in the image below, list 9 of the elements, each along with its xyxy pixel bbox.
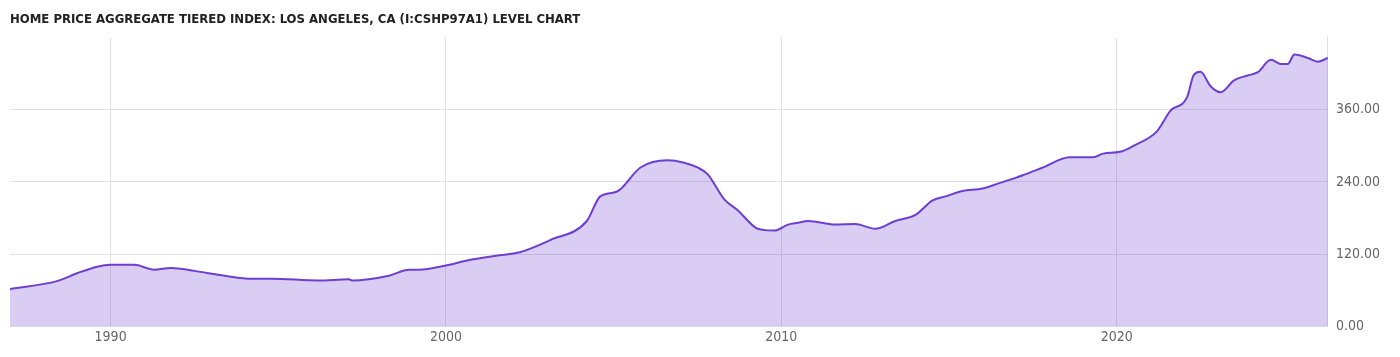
x-tick-label: 2010 — [765, 328, 798, 345]
x-tick-label: 1990 — [94, 328, 127, 345]
chart-title: HOME PRICE AGGREGATE TIERED INDEX: LOS ANGELES, CA (I:CSHP97A1) LEVEL CHART — [10, 11, 581, 27]
y-tick-label: 240.00 — [1335, 172, 1380, 189]
x-tick-label: 2020 — [1100, 328, 1133, 345]
y-tick-label: 0.00 — [1335, 316, 1364, 333]
y-tick-label: 120.00 — [1335, 244, 1380, 261]
y-tick-label: 360.00 — [1335, 100, 1380, 117]
x-tick-label: 2000 — [429, 328, 462, 345]
